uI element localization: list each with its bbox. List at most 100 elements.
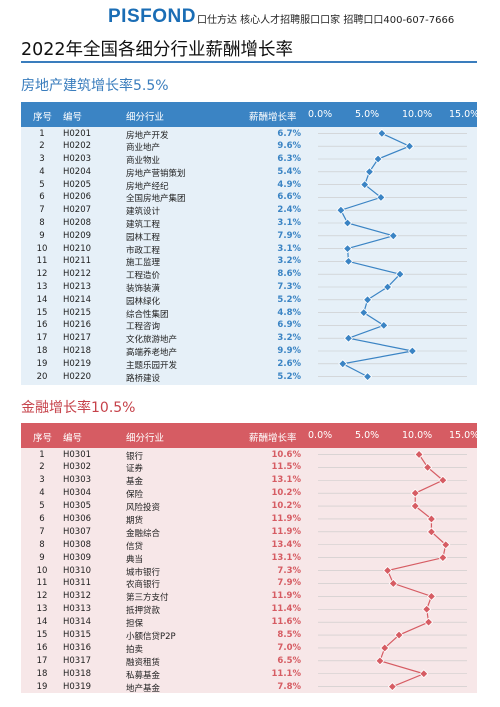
row-growth-value: 7.3% — [277, 565, 301, 576]
data-point — [387, 682, 397, 692]
row-code: H0215 — [63, 307, 92, 318]
row-industry: 融资租赁 — [126, 657, 161, 668]
table-row: 19 H0219 主题乐园开发 2.6% — [21, 357, 477, 371]
row-growth-value: 2.4% — [277, 205, 301, 216]
table-row: 13 H0213 装饰装潢 7.3% — [21, 281, 477, 294]
row-industry: 高端养老地产 — [126, 348, 178, 359]
table-row: 4 H0204 房地产营销策划 5.4% — [21, 165, 477, 179]
row-code: H0209 — [63, 230, 92, 241]
row-industry: 抵押贷款 — [126, 606, 161, 617]
data-point — [376, 192, 386, 202]
row-code: H0304 — [63, 488, 92, 499]
table-body: 1 H0301 银行 10.6% 2 H0302 证券 11.5% 3 H0303 基金 13.1% 4… — [21, 448, 477, 694]
table-row: 4 H0304 保险 10.2% — [21, 487, 477, 500]
row-code: H0314 — [63, 617, 92, 628]
data-point — [360, 180, 370, 190]
header-industry: 细分行业 — [126, 112, 165, 123]
row-industry: 保险 — [126, 490, 144, 501]
table-row: 2 H0202 商业地产 9.6% — [21, 140, 477, 153]
row-code: H0203 — [63, 154, 92, 165]
row-growth-value: 11.9% — [271, 591, 302, 602]
row-growth-value: 7.0% — [277, 642, 301, 653]
row-number: 11 — [36, 256, 48, 267]
row-growth-value: 11.6% — [271, 617, 302, 628]
row-industry: 基金 — [126, 477, 144, 488]
row-growth-value: 9.6% — [277, 141, 301, 152]
header-tagline: 口仕方达 核心人才招聘服口口家 招聘口口400-607-7666 — [197, 15, 455, 26]
row-industry: 建筑设计 — [126, 207, 161, 218]
axis-tick-10: 10.0% — [402, 430, 433, 441]
header-industry: 细分行业 — [126, 433, 165, 444]
table-row: 7 H0307 金融综合 11.9% — [21, 525, 477, 539]
axis-tick-5: 5.0% — [355, 430, 380, 441]
row-code: H0211 — [63, 256, 92, 267]
row-number: 17 — [36, 655, 48, 666]
data-point — [441, 540, 451, 550]
data-point — [394, 630, 404, 640]
axis-tick-10: 10.0% — [402, 109, 433, 120]
row-number: 17 — [36, 333, 48, 344]
table-row: 1 H0201 房地产开发 6.7% — [21, 127, 477, 141]
row-growth-value: 8.5% — [277, 629, 301, 640]
row-number: 10 — [36, 243, 48, 254]
table-row: 18 H0218 高端养老地产 9.9% — [21, 345, 477, 358]
row-number: 12 — [36, 269, 48, 280]
header-code: 编号 — [63, 112, 83, 123]
row-growth-value: 6.9% — [277, 320, 301, 331]
row-industry: 银行 — [126, 451, 144, 462]
axis-tick-5: 5.0% — [355, 109, 380, 120]
data-point — [404, 141, 415, 151]
row-code: H0201 — [63, 128, 92, 139]
header-growth: 薪酬增长率 — [249, 433, 297, 444]
data-point — [438, 553, 448, 563]
row-growth-value: 7.9% — [277, 578, 301, 589]
row-code: H0213 — [63, 282, 92, 293]
data-point — [375, 656, 385, 666]
data-point — [359, 308, 369, 318]
row-growth-value: 10.2% — [271, 501, 302, 512]
table-row: 5 H0305 风险投资 10.2% — [21, 500, 477, 513]
data-point — [343, 218, 353, 228]
row-number: 4 — [39, 488, 45, 499]
row-industry: 园林绿化 — [126, 296, 161, 307]
row-industry: 地产基金 — [126, 683, 161, 694]
row-number: 19 — [36, 681, 48, 692]
data-point — [379, 320, 389, 330]
row-number: 1 — [39, 128, 45, 139]
data-point — [388, 231, 398, 241]
row-number: 13 — [36, 282, 48, 293]
row-number: 20 — [36, 371, 48, 382]
row-code: H0315 — [63, 629, 92, 640]
table-row: 12 H0212 工程造价 8.6% — [21, 268, 477, 281]
data-point — [363, 295, 373, 305]
row-industry: 房地产经纪 — [126, 181, 169, 192]
row-industry: 商业物业 — [126, 156, 161, 167]
row-growth-value: 5.2% — [277, 294, 301, 305]
data-point — [407, 346, 417, 356]
row-industry: 金融综合 — [126, 528, 161, 539]
row-code: H0206 — [63, 192, 92, 203]
row-number: 4 — [39, 166, 45, 177]
row-growth-value: 13.1% — [271, 552, 302, 563]
row-code: H0216 — [63, 320, 92, 331]
data-point — [336, 205, 346, 215]
data-point — [388, 578, 398, 588]
data-point — [383, 282, 393, 292]
row-number: 8 — [39, 539, 45, 550]
data-point — [426, 591, 436, 601]
data-point — [422, 604, 432, 614]
row-code: H0218 — [63, 346, 92, 357]
brand-logo: PISFOND — [108, 6, 196, 27]
data-point — [383, 566, 393, 576]
row-industry: 小额信贷P2P — [126, 631, 176, 642]
row-industry: 城市银行 — [126, 567, 161, 578]
row-growth-value: 8.6% — [277, 269, 301, 280]
row-industry: 全国房地产集团 — [126, 194, 186, 205]
row-code: H0317 — [63, 655, 92, 666]
data-point — [419, 669, 429, 679]
row-number: 13 — [36, 604, 48, 615]
section-title-real-estate: 房地产建筑增长率5.5% — [21, 78, 169, 94]
row-growth-value: 11.1% — [271, 668, 302, 679]
table-row: 19 H0319 地产基金 7.8% — [21, 680, 477, 694]
table-row: 10 H0310 城市银行 7.3% — [21, 564, 477, 578]
